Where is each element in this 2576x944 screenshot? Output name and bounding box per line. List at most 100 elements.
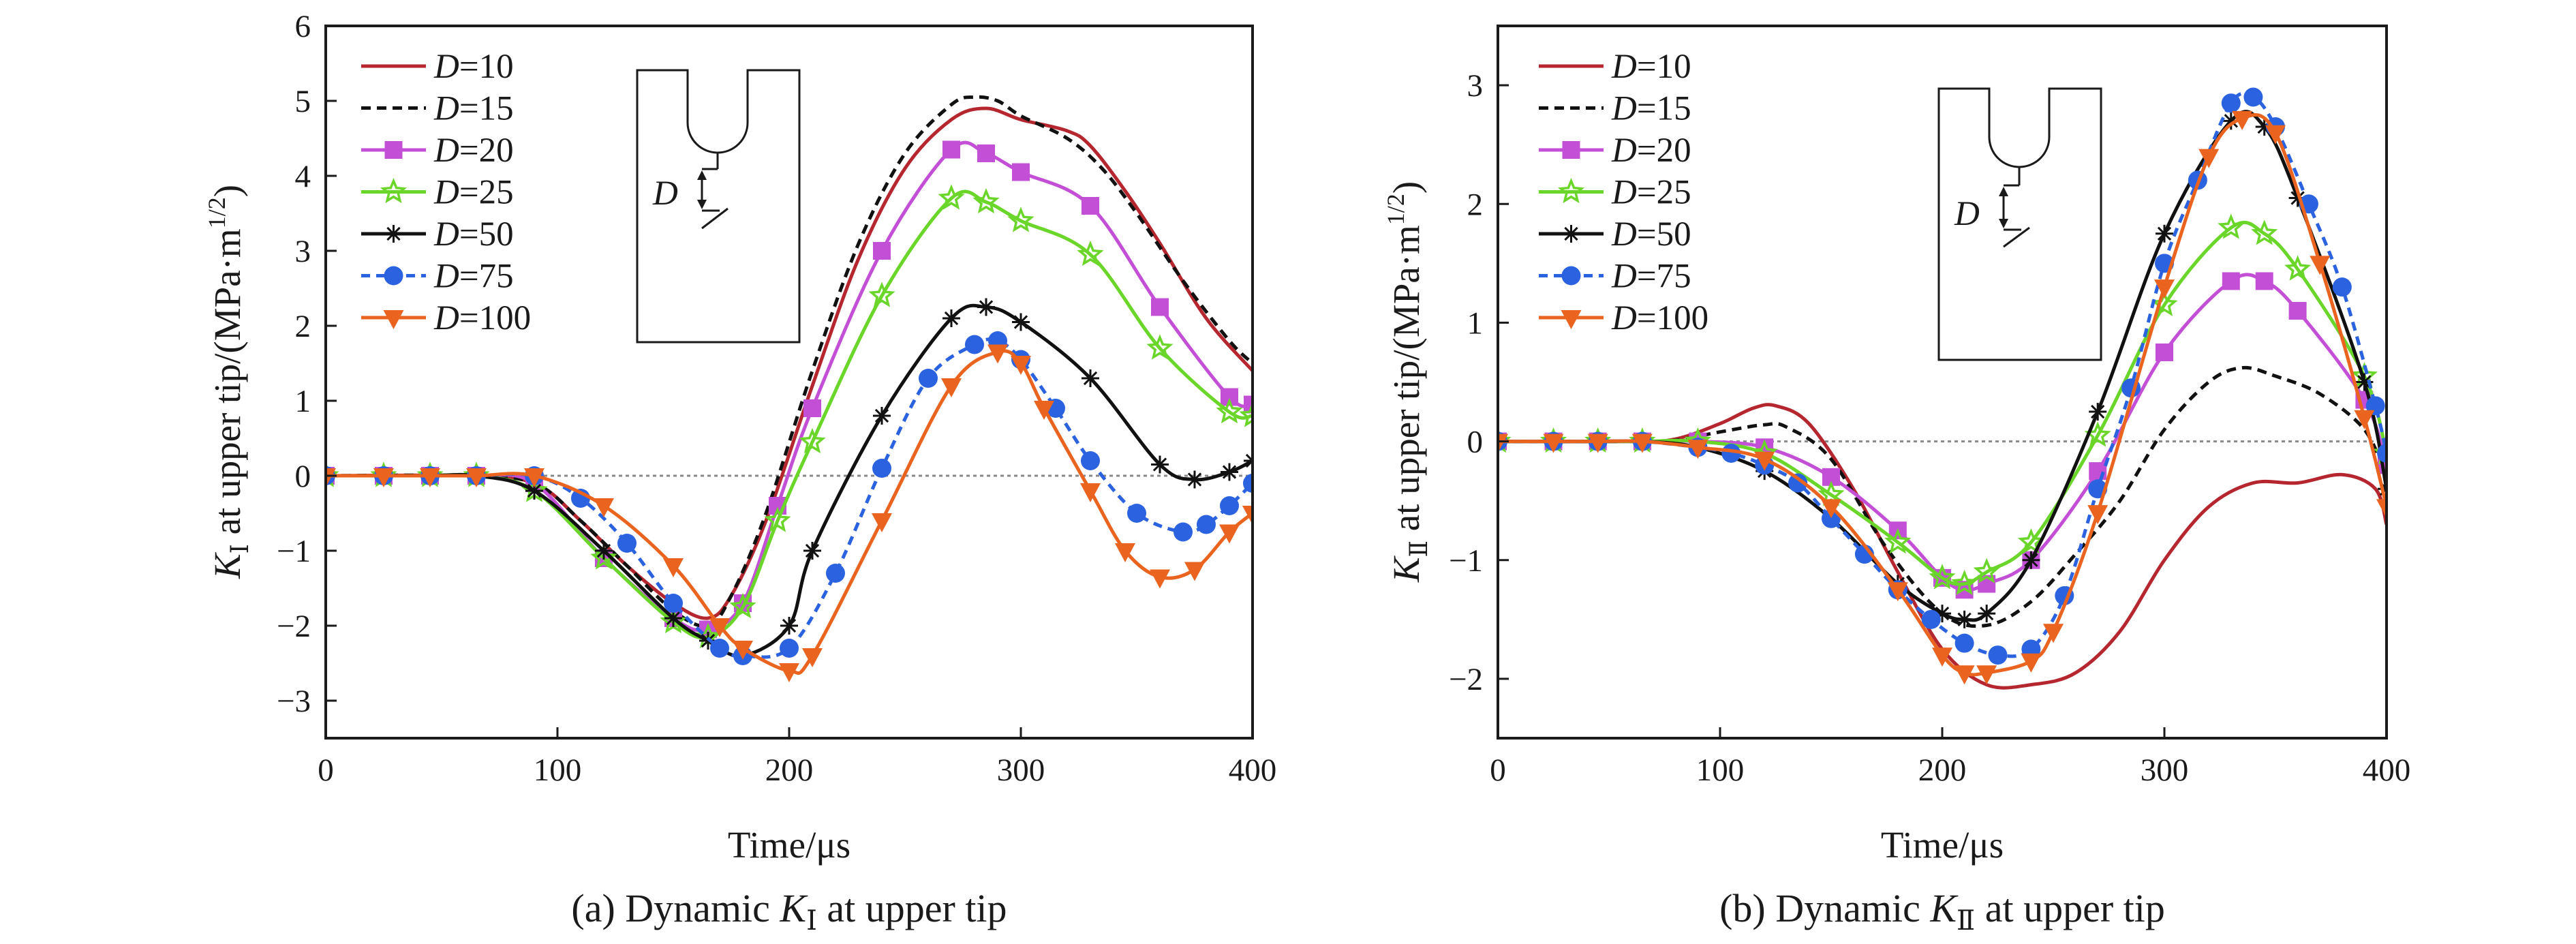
legend-label: D=15 (1611, 90, 1691, 128)
y-tick-label: −2 (1449, 662, 1483, 697)
data-point (2289, 302, 2307, 320)
y-tick-label: 5 (295, 84, 311, 119)
y-tick-label: −1 (277, 534, 311, 569)
series-line (326, 339, 1253, 657)
data-point (1561, 310, 1582, 329)
legend-item: D=100 (1539, 299, 1708, 337)
legend-label: D=75 (1611, 258, 1691, 296)
y-tick-label: 6 (295, 9, 311, 44)
legend-label: D=100 (1611, 299, 1708, 337)
y-axis-title: KⅠ at upper tip/(MPa·m1/2) (203, 185, 254, 579)
legend-label: D=20 (1611, 132, 1691, 170)
y-tick-label: 1 (1467, 305, 1484, 341)
series-d-15 (1498, 367, 2387, 626)
legend-item: D=50 (361, 215, 514, 254)
data-point (1151, 456, 1169, 474)
legend-label: D=15 (433, 90, 514, 128)
data-point (780, 639, 799, 658)
data-point (803, 399, 821, 417)
data-point (385, 225, 403, 243)
data-point (1562, 267, 1581, 286)
data-point (1221, 463, 1238, 481)
figure: 0 100 200 300 400 −3−2−10123456 D=10D=15D=20… (0, 0, 2576, 944)
y-tick-label: −1 (1449, 543, 1483, 579)
x-axis-title: Time/μs (1881, 824, 2004, 866)
x-tick-label: 200 (765, 752, 814, 788)
legend-label: D=50 (1611, 215, 1691, 254)
data-point (1081, 451, 1100, 470)
x-tick-label: 400 (2363, 752, 2411, 788)
x-tick-label: 400 (1229, 752, 1277, 788)
series-d-75 (316, 331, 1262, 665)
data-point (919, 369, 938, 388)
data-point (1563, 141, 1580, 159)
data-point (942, 141, 960, 159)
data-point (826, 564, 845, 583)
data-point (1127, 504, 1146, 523)
y-tick-label: −3 (277, 684, 311, 719)
y-ticks: −3 −2 −1 0 1 2 3 4 5 6 (277, 9, 337, 719)
data-point (1989, 645, 2008, 665)
data-point (2222, 93, 2241, 112)
data-point (594, 498, 614, 517)
data-point (1151, 299, 1169, 316)
data-point (384, 267, 403, 286)
y-tick-label: 2 (1467, 187, 1484, 222)
inset-d-label: D (1954, 195, 1980, 233)
legend: D=10 D=15 D=20 D=25D=50 D=75D=100 (361, 48, 531, 337)
inset-d-label: D (652, 174, 678, 213)
legend-label: D=25 (1611, 174, 1691, 212)
series-d-50 (317, 299, 1261, 665)
legend-item: D=20 (361, 132, 514, 170)
legend-item: D=25 (1539, 174, 1691, 212)
data-point (2156, 344, 2173, 361)
data-point (595, 542, 613, 560)
data-point (1955, 634, 1974, 653)
legend-label: D=10 (1611, 48, 1691, 86)
data-point (2256, 272, 2273, 290)
data-point (617, 534, 637, 553)
y-axis-title: KⅡ at upper tip/(MPa·m1/2) (1382, 181, 1432, 583)
legend-item: D=20 (1539, 132, 1691, 170)
data-point (1080, 483, 1101, 502)
y-tick-label: 3 (1467, 68, 1484, 104)
legend-label: D=50 (433, 215, 514, 254)
data-point (1082, 197, 1099, 215)
legend-item: D=25 (361, 174, 514, 212)
data-point (2222, 272, 2240, 290)
data-point (1082, 369, 1099, 387)
data-point (664, 594, 683, 613)
legend-label: D=25 (433, 174, 514, 212)
y-ticks: −2 −1 0 1 2 3 (1449, 68, 1509, 697)
data-point (965, 335, 984, 354)
data-point (873, 242, 891, 260)
x-tick-label: 100 (1696, 752, 1745, 788)
chart-panel-a: 0 100 200 300 400 −3 −2 −1 0 1 2 3 4 5 6 D=10 D=15 D=20… (203, 9, 1276, 936)
data-point (710, 639, 729, 658)
legend-label: D=100 (433, 299, 531, 337)
data-point (2089, 403, 2106, 421)
data-point (1186, 471, 1203, 489)
x-tick-label: 200 (1918, 752, 1967, 788)
legend-item: D=75 (1539, 258, 1691, 296)
data-point (1012, 164, 1030, 181)
data-point (872, 459, 891, 478)
legend-label: D=10 (433, 48, 514, 86)
x-tick-label: 100 (534, 752, 582, 788)
legend-label: D=75 (433, 258, 514, 296)
legend-item: D=100 (361, 299, 531, 337)
data-point (872, 513, 892, 532)
data-point (873, 407, 891, 425)
series-line (326, 305, 1253, 656)
caption: (a) Dynamic KⅠ at upper tip (571, 886, 1007, 936)
data-point (1012, 314, 1030, 331)
data-point (977, 144, 995, 162)
data-point (1220, 496, 1239, 515)
y-tick-label: 3 (295, 234, 311, 269)
x-ticks: 0 100 200 300 400 (318, 727, 1276, 788)
notch-schematic-inset: D (637, 70, 799, 342)
series-line (1498, 405, 2387, 688)
y-tick-label: 0 (295, 459, 311, 494)
data-point (1197, 515, 1216, 534)
